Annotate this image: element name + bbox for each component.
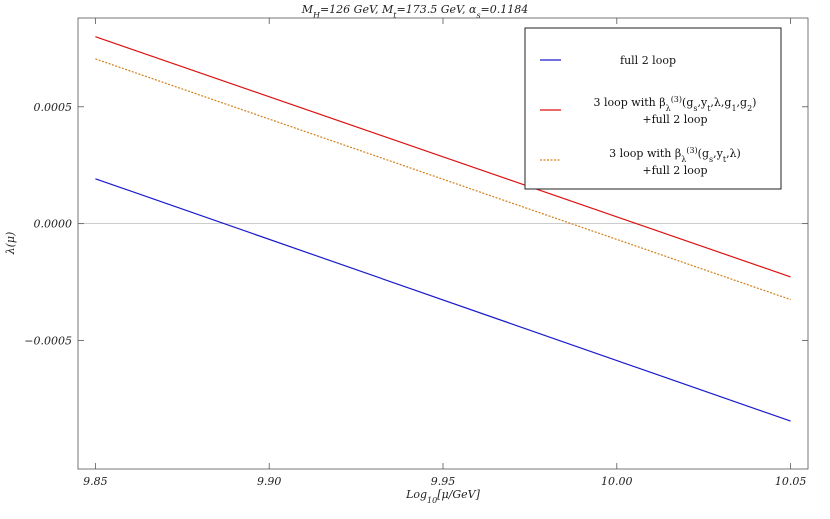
x-tick-label: 10.05 [775, 475, 807, 488]
chart-title: MH=126 GeV, Mt=173.5 GeV, αs=0.1184 [301, 3, 529, 20]
title-mh-sub: H [312, 11, 321, 20]
x-tick-label: 9.85 [83, 475, 108, 488]
y-axis-label: λ(μ) [4, 232, 17, 256]
title-mt-value: =173.5 GeV, α [396, 3, 477, 16]
y-axis-ticks: 0.0005 0.0000 −0.0005 [24, 101, 808, 347]
x-tick-label: 9.95 [431, 475, 456, 488]
legend-beta-sup-2: (3) [686, 146, 697, 155]
title-mh-label: M [301, 3, 314, 16]
legend-label-3-loop-full-line2: +full 2 loop [642, 113, 707, 126]
legend-box [524, 27, 782, 190]
title-mh-value: =126 GeV, M [320, 3, 394, 16]
series-line-0 [95, 178, 791, 422]
title-as-sub: s [476, 11, 480, 20]
title-mt-sub: t [393, 11, 397, 20]
xlabel-log: Log [405, 488, 427, 501]
x-tick-label: 10.00 [601, 475, 633, 488]
series-line-2 [95, 58, 791, 301]
x-axis-label: Log10[μ/GeV] [405, 488, 481, 505]
x-axis-ticks: 9.85 9.90 9.95 10.00 10.05 [83, 18, 806, 488]
legend-beta-sub-1: λ [666, 104, 671, 113]
y-tick-label: −0.0005 [24, 334, 72, 347]
legend-beta-sup-1: (3) [671, 95, 682, 104]
legend-label-3-loop-partial: 3 loop with βλ(3)(gs,yt,λ) [609, 146, 741, 164]
series-line-1 [95, 36, 791, 278]
title-as-value: =0.1184 [481, 3, 529, 16]
series-lines [95, 36, 791, 422]
xlabel-rest: [μ/GeV] [437, 488, 480, 501]
legend: full 2 loop 3 loop with βλ(3)(gs,yt,λ,g1… [524, 27, 782, 190]
x-tick-label: 9.90 [257, 475, 282, 488]
xlabel-sub: 10 [427, 496, 437, 505]
legend-label-3-loop-partial-line2: +full 2 loop [642, 164, 707, 177]
y-tick-label: 0.0000 [34, 218, 73, 231]
legend-label-full-2-loop: full 2 loop [620, 54, 676, 67]
legend-beta-sub-2: λ [681, 155, 686, 164]
y-tick-label: 0.0005 [34, 101, 73, 114]
